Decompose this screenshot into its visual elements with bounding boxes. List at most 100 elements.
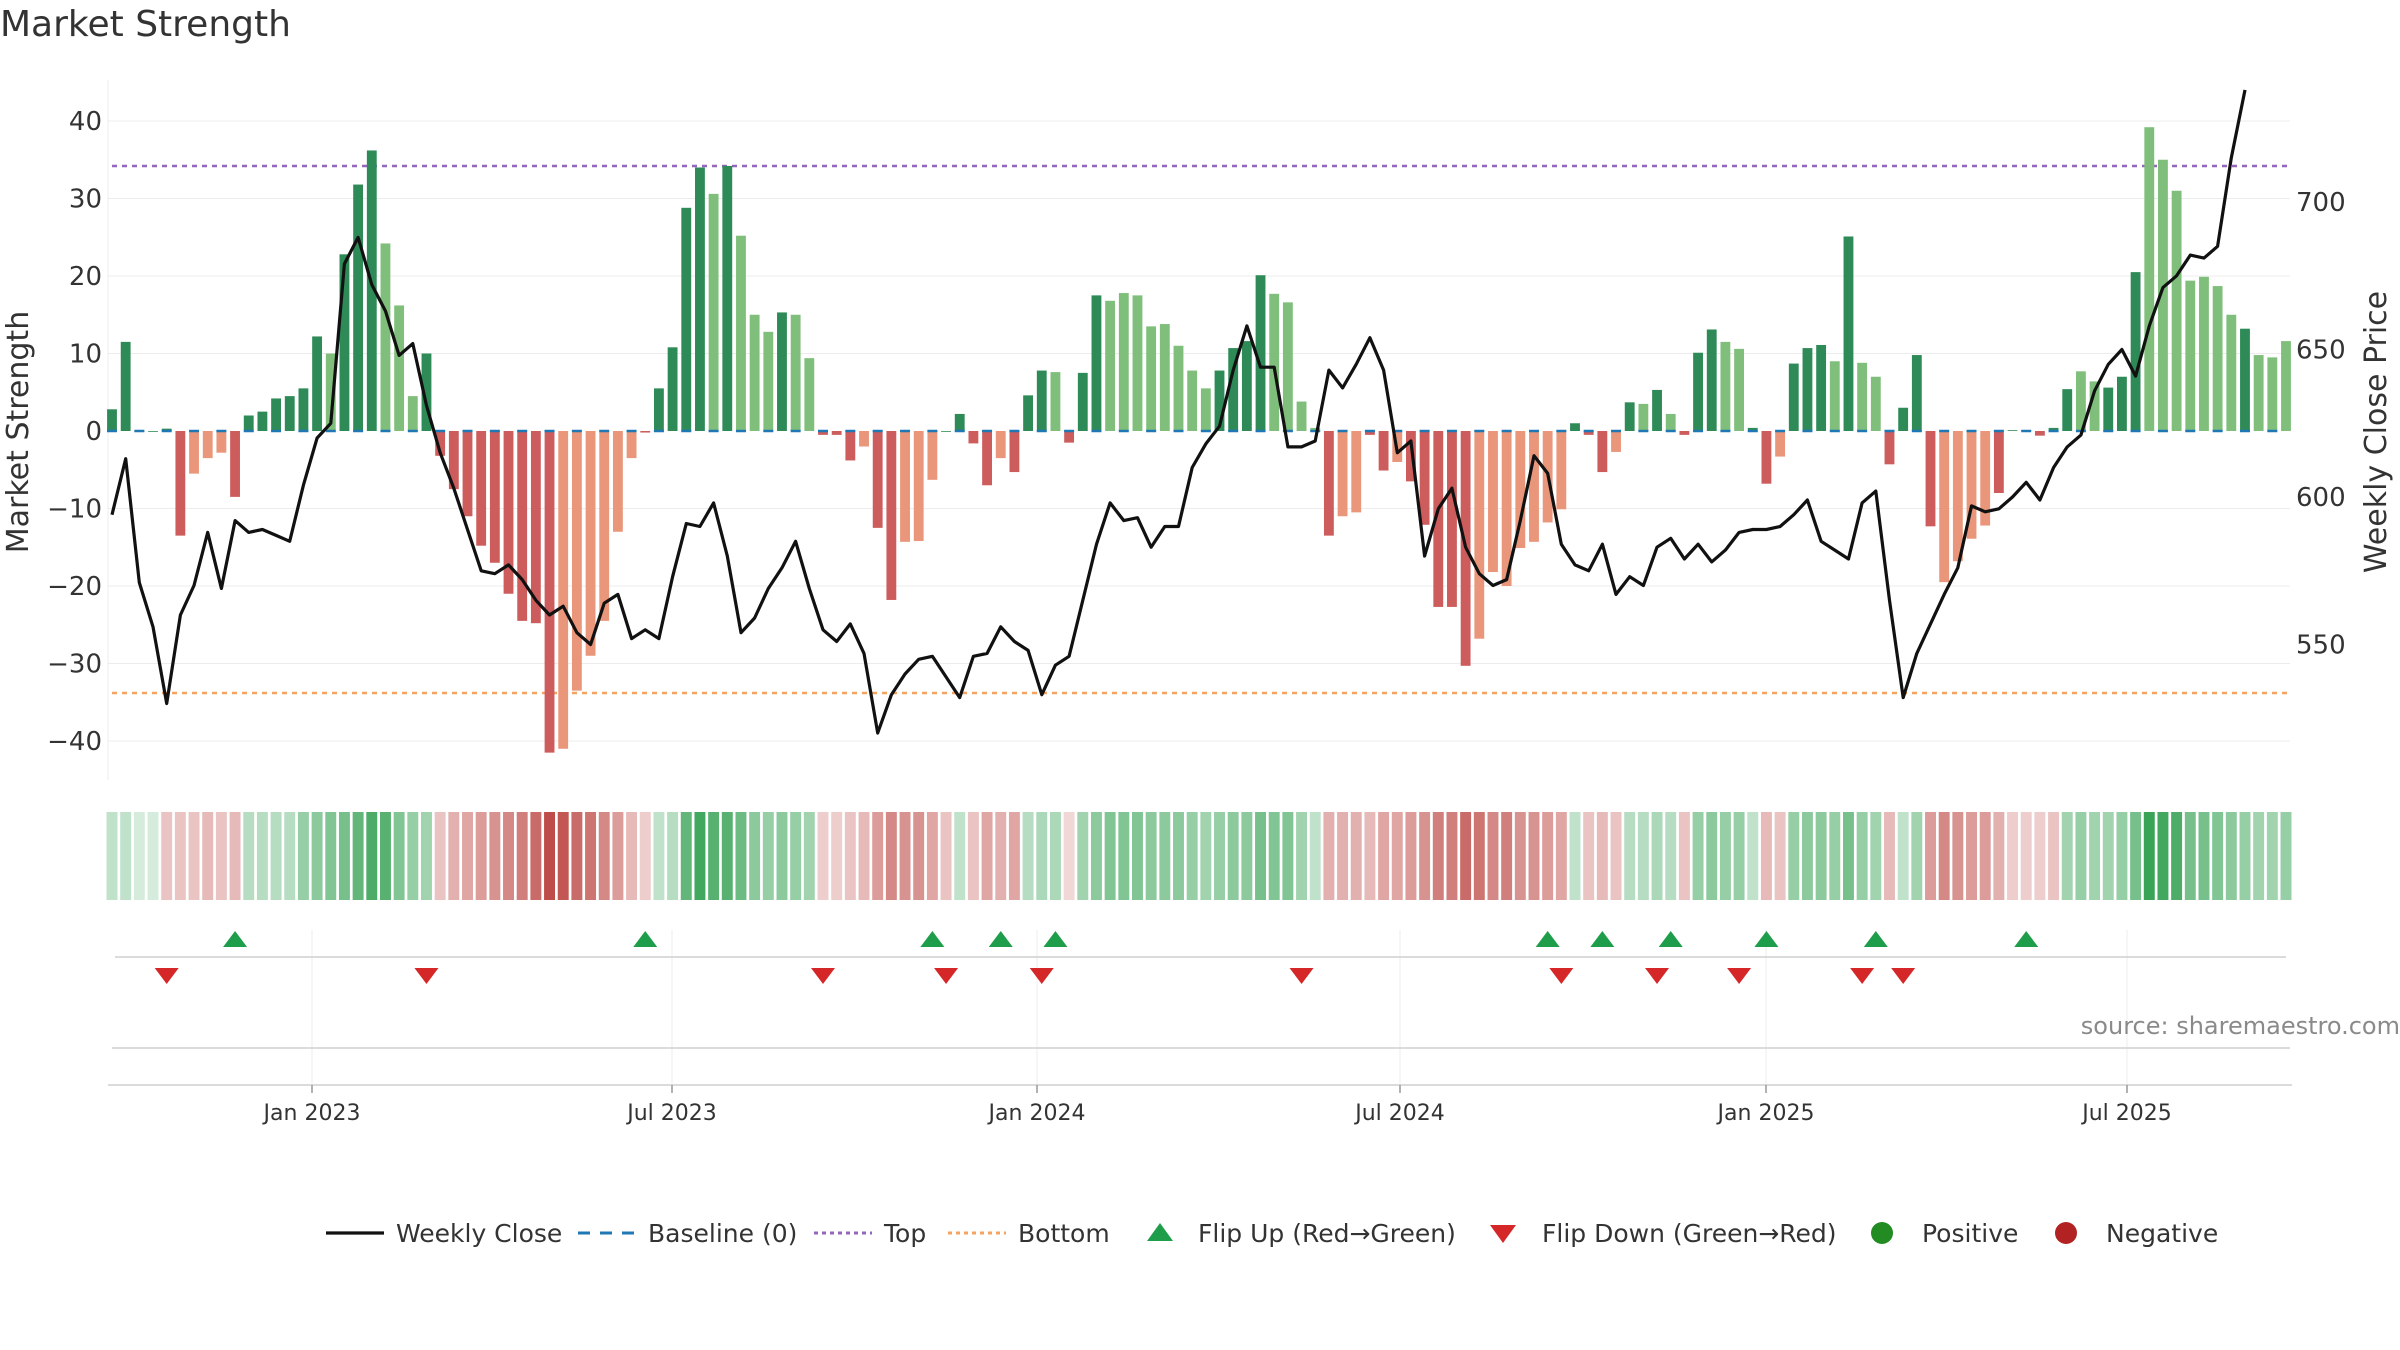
heat-cell [1624,812,1636,900]
strength-bar [1761,431,1772,484]
heat-cell [393,812,405,900]
strength-bar [1023,395,1034,431]
strength-bar [1652,389,1662,431]
flip-down-marker [154,968,179,984]
strength-bar [585,431,596,656]
strength-bar [421,353,432,431]
heat-cell [2184,812,2196,900]
heat-cell [462,812,473,900]
heat-cell [229,812,241,900]
strength-bar [2158,159,2168,431]
heat-cell [1296,812,1308,900]
heat-cell [1049,812,1061,900]
strength-bar [2171,190,2182,431]
strength-bar [1952,431,1963,562]
flip-up-marker [1863,931,1888,947]
strength-bar [325,353,336,431]
strength-bar [394,305,405,431]
heat-cell [133,812,145,900]
heat-cell [1432,812,1444,900]
heat-cell [448,812,460,900]
strength-bar [1310,427,1321,431]
y-axis-title: Market Strength [1,311,36,553]
legend-flip-down: Flip Down (Green→Red) [1542,1219,1837,1248]
heat-cell [215,812,227,900]
strength-bar [2199,276,2209,431]
heat-cell [1856,812,1868,900]
strength-bar [1364,431,1375,435]
strength-bar [2048,427,2059,431]
strength-bar [1870,376,1881,431]
heat-cell [2089,812,2101,900]
flip-up-marker [1754,931,1779,947]
strength-bar [818,431,828,435]
strength-bar [462,431,473,517]
strength-bar [1679,431,1690,435]
strength-bar [1146,326,1157,431]
strength-bar [1337,431,1348,517]
heat-cell [1118,812,1130,900]
strength-bar [1925,431,1936,527]
heat-cell [2034,812,2046,900]
heat-cell [1446,812,1458,900]
strength-bar [1980,431,1991,526]
heat-cell [475,812,487,900]
legend-flip-up-swatch [1147,1223,1173,1241]
strength-bar [777,312,787,431]
strength-bar [298,388,309,431]
heat-cell [174,812,186,900]
heat-cell [571,812,583,900]
left-axis: 40 30 20 10 0 −10 −20 −30 −40 Market Strength [1,107,102,757]
strength-bar [1884,431,1895,465]
heat-cell [1255,812,1266,900]
heat-cell [667,812,679,900]
strength-bar [1816,344,1827,431]
heat-cell [1145,812,1157,900]
strength-bar [2075,371,2086,431]
strength-bar [271,398,281,431]
strength-bar [1515,431,1526,549]
heat-cell [639,812,651,900]
heat-cell [2143,812,2155,900]
strength-bar [257,411,268,431]
strength-bar [681,207,692,431]
y2-tick-label: 650 [2296,336,2346,366]
strength-bar [1638,403,1649,431]
strength-bar [1255,275,1266,431]
strength-bar [339,254,350,431]
legend-baseline: Baseline (0) [648,1219,797,1248]
heat-cell [817,812,829,900]
strength-bar [2267,357,2278,431]
strength-bar [1501,431,1512,586]
strength-bar [202,431,213,459]
heat-cell [1337,812,1349,900]
heat-cell [1733,812,1745,900]
heat-cell [120,812,132,900]
strength-bar [1323,431,1334,536]
heat-cell [2239,812,2251,900]
heat-cell [2225,812,2237,900]
heat-cell [1104,812,1116,900]
heat-cell [297,812,309,900]
heat-strip [106,812,2292,900]
flip-up-marker [1658,931,1683,947]
strength-bar [913,431,924,542]
heat-cell [243,812,255,900]
flip-up-marker [1590,931,1615,947]
strength-bar [886,431,897,600]
strength-bar [804,358,815,431]
right-axis: 700 650 600 550 Weekly Close Price [2296,188,2394,661]
strength-bar [640,431,651,433]
heat-cell [1241,812,1253,900]
flip-down-marker [810,968,835,984]
y-tick-label: 20 [69,262,102,292]
strength-bar [1118,293,1129,431]
heat-cell [1706,812,1718,900]
y2-tick-label: 550 [2296,631,2346,661]
heat-cell [762,812,774,900]
heat-cell [284,812,296,900]
heat-cell [311,812,323,900]
x-tick-label: Jul 2024 [1353,1101,1445,1126]
strength-bar [1706,329,1717,431]
heat-cell [544,812,556,900]
